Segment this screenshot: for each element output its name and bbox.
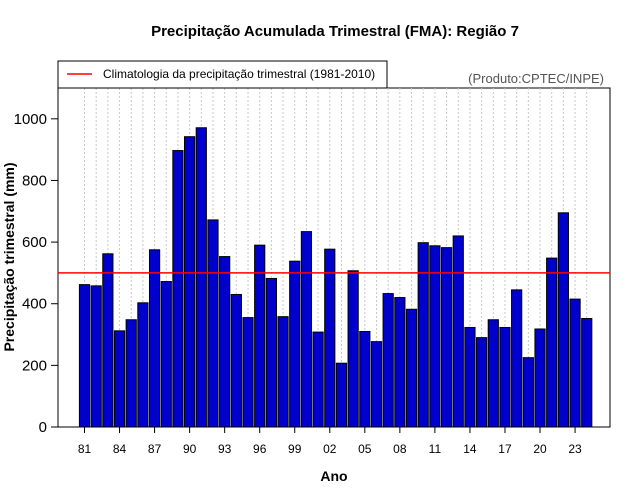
bar-08 xyxy=(394,297,406,428)
bar-99 xyxy=(289,260,301,428)
bar-00 xyxy=(300,231,313,428)
y-tick-label-600: 600 xyxy=(22,234,47,251)
y-tick-label-400: 400 xyxy=(22,296,47,313)
x-tick-label-87: 87 xyxy=(148,442,162,456)
bar-98 xyxy=(277,316,289,428)
bar-19 xyxy=(522,357,534,428)
bar-85 xyxy=(125,319,137,428)
bar-91 xyxy=(195,127,207,428)
x-tick-label-96: 96 xyxy=(253,442,267,456)
bar-18 xyxy=(511,289,523,428)
bars xyxy=(78,127,593,428)
bar-13 xyxy=(452,235,464,428)
bar-02 xyxy=(324,248,336,428)
bar-81 xyxy=(78,284,91,428)
x-tick-label-90: 90 xyxy=(183,442,197,456)
bar-09 xyxy=(405,308,418,428)
bar-97 xyxy=(265,277,277,428)
x-tick-label-23: 23 xyxy=(568,442,582,456)
y-axis: 0 200 400 600 800 1000 xyxy=(14,111,58,436)
bar-95 xyxy=(242,317,254,428)
x-tick-label-99: 99 xyxy=(288,442,302,456)
x-tick-label-14: 14 xyxy=(463,442,477,456)
x-tick-label-08: 08 xyxy=(393,442,407,456)
x-tick-label-02: 02 xyxy=(323,442,337,456)
chart-title: Precipitação Acumulada Trimestral (FMA):… xyxy=(151,23,519,40)
bar-82 xyxy=(90,285,102,428)
y-tick-label-200: 200 xyxy=(22,357,47,374)
bar-21 xyxy=(546,257,558,428)
x-tick-label-11: 11 xyxy=(429,442,442,456)
x-axis-label: Ano xyxy=(320,468,347,484)
bar-92 xyxy=(207,219,219,428)
bar-12 xyxy=(440,247,453,428)
x-tick-label-05: 05 xyxy=(358,442,372,456)
bar-04 xyxy=(347,270,359,428)
grid-lines xyxy=(84,88,588,427)
y-axis-label: Precipitação trimestral (mm) xyxy=(1,162,17,351)
bar-93 xyxy=(219,256,231,428)
bar-88 xyxy=(160,281,172,428)
x-tick-label-84: 84 xyxy=(113,442,127,456)
x-tick-label-17: 17 xyxy=(498,442,512,456)
bar-07 xyxy=(382,293,394,428)
y-tick-label-0: 0 xyxy=(39,419,47,436)
bar-89 xyxy=(172,150,184,428)
bar-05 xyxy=(359,330,371,428)
legend-box xyxy=(57,60,388,89)
bar-23 xyxy=(569,298,581,428)
bar-22 xyxy=(557,212,569,428)
bar-87 xyxy=(148,249,161,428)
bar-15 xyxy=(476,337,488,428)
credit-text: (Produto:CPTEC/INPE) xyxy=(468,71,604,86)
legend-label: Climatologia da precipitação trimestral … xyxy=(103,67,375,81)
bar-10 xyxy=(417,242,429,428)
bar-16 xyxy=(487,319,499,428)
bar-90 xyxy=(184,136,196,428)
bar-24 xyxy=(581,318,593,428)
bar-86 xyxy=(137,302,149,428)
x-tick-label-93: 93 xyxy=(218,442,232,456)
bar-83 xyxy=(102,253,114,428)
y-tick-label-1000: 1000 xyxy=(14,111,47,128)
bar-03 xyxy=(335,362,348,428)
x-tick-label-20: 20 xyxy=(533,442,547,456)
bar-20 xyxy=(534,328,546,428)
bar-01 xyxy=(312,331,324,428)
bar-06 xyxy=(370,341,383,428)
legend: Climatologia da precipitação trimestral … xyxy=(57,60,388,89)
bar-84 xyxy=(113,330,126,428)
y-tick-label-800: 800 xyxy=(22,172,47,189)
x-tick-label-81: 81 xyxy=(78,442,92,456)
bar-14 xyxy=(464,326,476,428)
x-axis: 81 84 87 90 93 96 99 02 05 08 11 14 17 20 23 xyxy=(78,427,582,456)
bar-94 xyxy=(230,293,242,428)
bar-17 xyxy=(499,326,511,428)
